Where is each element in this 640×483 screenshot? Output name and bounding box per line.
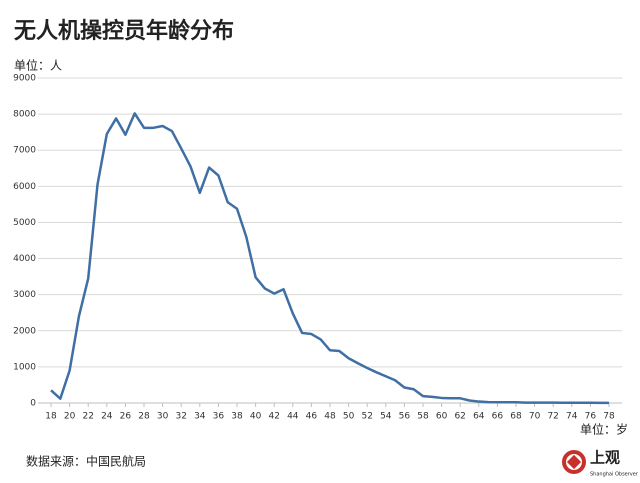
- x-tick-label: 24: [101, 412, 113, 422]
- x-tick-label: 70: [529, 412, 541, 422]
- x-tick-label: 52: [361, 412, 372, 422]
- data-line: [50, 112, 609, 405]
- x-tick-label: 54: [380, 412, 392, 422]
- x-tick-label: 68: [510, 412, 522, 422]
- x-tick-label: 34: [194, 412, 206, 422]
- logo-subtitle: Shanghai Observer: [590, 472, 639, 478]
- y-tick-label: 3000: [13, 290, 36, 300]
- x-tick-label: 78: [603, 412, 615, 422]
- y-tick-label: 8000: [13, 110, 36, 120]
- x-tick-label: 36: [213, 412, 225, 422]
- x-tick-label: 32: [175, 412, 186, 422]
- y-tick-label: 0: [30, 399, 36, 409]
- logo-name: 上观: [590, 449, 620, 467]
- x-tick-label: 46: [306, 412, 318, 422]
- x-tick-label: 18: [45, 412, 57, 422]
- y-tick-label: 1000: [13, 362, 36, 372]
- x-tick-label: 42: [268, 412, 279, 422]
- y-unit: 单位：人: [14, 58, 62, 73]
- x-tick-label: 20: [64, 412, 76, 422]
- logo-icon-inner: [566, 454, 582, 470]
- x-tick-label: 30: [157, 412, 169, 422]
- x-tick-label: 64: [473, 412, 485, 422]
- logo-icon: [562, 450, 586, 474]
- x-tick-label: 40: [250, 412, 262, 422]
- x-tick-label: 28: [138, 412, 150, 422]
- y-tick-label: 2000: [13, 326, 36, 336]
- x-tick-label: 74: [566, 412, 578, 422]
- y-tick-label: 6000: [13, 182, 36, 192]
- x-tick-label: 48: [324, 412, 336, 422]
- x-tick-label: 26: [120, 412, 132, 422]
- x-tick-label: 76: [585, 412, 597, 422]
- x-tick-label: 50: [343, 412, 355, 422]
- x-tick-label: 38: [231, 412, 243, 422]
- chart-title: 无人机操控员年龄分布: [14, 18, 234, 44]
- x-tick-label: 56: [399, 412, 411, 422]
- x-tick-label: 66: [492, 412, 504, 422]
- x-tick-label: 44: [287, 412, 299, 422]
- source: 数据来源：中国民航局: [26, 454, 146, 469]
- x-tick-label: 72: [547, 412, 558, 422]
- x-tick-label: 22: [82, 412, 93, 422]
- y-tick-label: 4000: [13, 254, 36, 264]
- y-tick-label: 7000: [13, 146, 36, 156]
- x-unit: 单位：岁: [580, 422, 628, 437]
- y-tick-label: 9000: [13, 74, 36, 84]
- x-tick-label: 58: [417, 412, 429, 422]
- y-tick-label: 5000: [13, 218, 36, 228]
- x-tick-label: 62: [454, 412, 465, 422]
- x-tick-label: 60: [436, 412, 448, 422]
